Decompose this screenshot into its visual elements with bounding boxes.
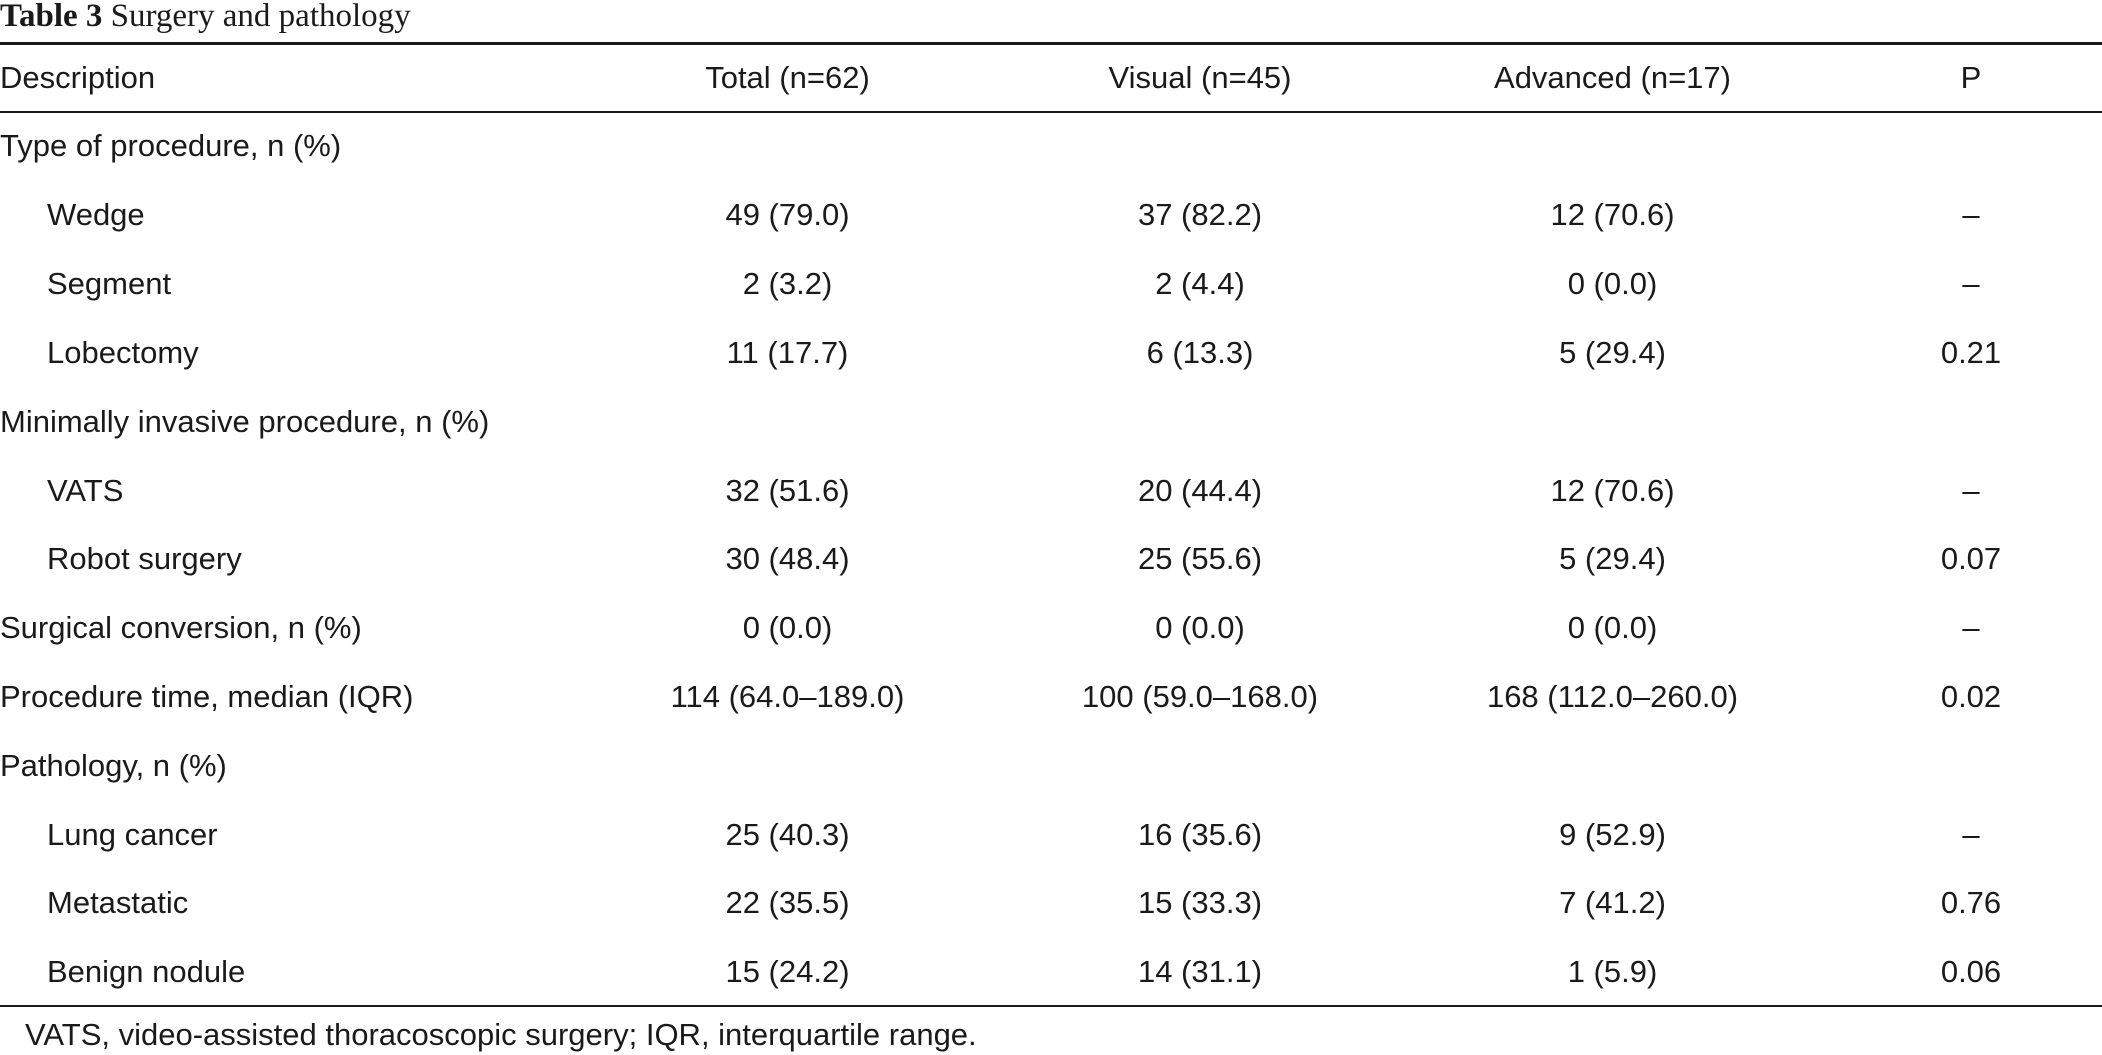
cell-p-value: 0.76	[1940, 885, 2002, 921]
cell-visual: 0 (0.0)	[1155, 610, 1245, 646]
table-row: VATS 32 (51.6) 20 (44.4) 12 (70.6) –	[0, 456, 2102, 525]
table-row: Lobectomy 11 (17.7) 6 (13.3) 5 (29.4) 0.21	[0, 319, 2102, 388]
table-section-row: Procedure time, median (IQR) 114 (64.0–18…	[0, 663, 2102, 732]
cell-total: 11 (17.7)	[726, 334, 849, 370]
cell-visual	[1015, 111, 1385, 181]
cell-description: Wedge	[47, 197, 145, 233]
table-section-row: Type of procedure, n (%)	[0, 111, 2102, 181]
cell-p-value: –	[1962, 472, 1980, 508]
cell-advanced	[1385, 731, 1840, 800]
header-description: Description	[0, 60, 156, 95]
cell-total: 30 (48.4)	[725, 541, 850, 577]
table-row: Lung cancer 25 (40.3) 16 (35.6) 9 (52.9) –	[0, 800, 2102, 869]
cell-advanced: 5 (29.4)	[1559, 334, 1666, 370]
cell-total: 49 (79.0)	[725, 197, 850, 233]
cell-description: Surgical conversion, n (%)	[0, 610, 362, 646]
cell-advanced: 5 (29.4)	[1559, 541, 1666, 577]
cell-total: 114 (64.0–189.0)	[670, 678, 905, 714]
results-table: Description Total (n=62) Visual (n=45) A…	[0, 45, 2102, 1007]
table-footnote: VATS, video-assisted thoracoscopic surge…	[25, 1017, 977, 1052]
cell-description: Lobectomy	[47, 334, 199, 370]
cell-visual: 20 (44.4)	[1137, 472, 1263, 508]
cell-advanced: 0 (0.0)	[1567, 610, 1658, 646]
header-advanced: Advanced (n=17)	[1494, 60, 1731, 95]
cell-visual: 15 (33.3)	[1137, 885, 1263, 921]
table-row: Benign nodule 15 (24.2) 14 (31.1) 1 (5.9) 0.…	[0, 938, 2102, 1007]
cell-description: Lung cancer	[47, 816, 218, 852]
table-section-row: Pathology, n (%)	[0, 731, 2102, 800]
cell-total: 2 (3.2)	[742, 266, 833, 302]
cell-p-value: 0.07	[1940, 541, 2002, 577]
cell-total	[560, 387, 1015, 456]
table-caption-label: Table 3	[0, 0, 103, 34]
cell-total	[560, 111, 1015, 181]
cell-p-value: –	[1962, 610, 1980, 646]
cell-description: Minimally invasive procedure, n (%)	[0, 403, 490, 439]
cell-total: 0 (0.0)	[742, 610, 833, 646]
header-p-value: P	[1960, 60, 1982, 95]
cell-advanced: 1 (5.9)	[1567, 954, 1658, 990]
cell-p-value: –	[1962, 197, 1980, 233]
cell-description: VATS	[47, 472, 124, 508]
cell-description: Type of procedure, n (%)	[0, 128, 342, 163]
header-total: Total (n=62)	[705, 60, 870, 95]
table-row: Wedge 49 (79.0) 37 (82.2) 12 (70.6) –	[0, 181, 2102, 250]
cell-advanced: 12 (70.6)	[1550, 472, 1675, 508]
cell-advanced: 168 (112.0–260.0)	[1486, 678, 1739, 714]
table-caption-text: Surgery and pathology	[110, 0, 411, 34]
cell-visual: 100 (59.0–168.0)	[1081, 678, 1319, 714]
cell-visual: 37 (82.2)	[1137, 197, 1263, 233]
cell-total: 25 (40.3)	[725, 816, 850, 852]
cell-p-value: 0.02	[1940, 678, 2002, 714]
cell-p-value: 0.06	[1940, 954, 2002, 990]
cell-visual: 25 (55.6)	[1137, 541, 1263, 577]
cell-p-value	[1840, 731, 2102, 800]
cell-visual: 14 (31.1)	[1137, 954, 1263, 990]
cell-p-value	[1840, 387, 2102, 456]
cell-visual	[1015, 731, 1385, 800]
cell-visual: 2 (4.4)	[1155, 266, 1245, 302]
cell-p-value: –	[1962, 816, 1980, 852]
table-row: Robot surgery 30 (48.4) 25 (55.6) 5 (29.4) 0…	[0, 525, 2102, 594]
cell-total: 22 (35.5)	[725, 885, 850, 921]
cell-advanced: 0 (0.0)	[1567, 266, 1658, 302]
table-caption: Table 3 Surgery and pathology	[0, 0, 411, 36]
cell-advanced: 7 (41.2)	[1559, 885, 1666, 921]
cell-total: 15 (24.2)	[725, 954, 850, 990]
table-section-row: Surgical conversion, n (%) 0 (0.0) 0 (0.0)…	[0, 594, 2102, 663]
cell-description: Segment	[47, 266, 172, 302]
cell-visual: 16 (35.6)	[1137, 816, 1263, 852]
cell-description: Pathology, n (%)	[0, 747, 227, 783]
cell-advanced: 9 (52.9)	[1559, 816, 1666, 852]
cell-description: Benign nodule	[47, 954, 246, 990]
top-rule	[0, 42, 2102, 45]
cell-visual	[1015, 387, 1385, 456]
cell-advanced	[1385, 111, 1840, 181]
cell-p-value	[1840, 111, 2102, 181]
table-row: Segment 2 (3.2) 2 (4.4) 0 (0.0) –	[0, 250, 2102, 319]
cell-total: 32 (51.6)	[725, 472, 850, 508]
cell-description: Procedure time, median (IQR)	[0, 678, 414, 714]
cell-total	[560, 731, 1015, 800]
bottom-rule	[0, 1005, 2102, 1007]
cell-advanced	[1385, 387, 1840, 456]
header-visual: Visual (n=45)	[1108, 60, 1292, 95]
cell-p-value: –	[1962, 266, 1980, 302]
cell-description: Robot surgery	[47, 541, 242, 577]
header-rule	[0, 111, 2102, 113]
header-row: Description Total (n=62) Visual (n=45) A…	[0, 45, 2102, 111]
cell-p-value: 0.21	[1940, 334, 2002, 370]
table-body: Type of procedure, n (%) Wedge 49 (79.0) 37…	[0, 111, 2102, 1007]
table-section-row: Minimally invasive procedure, n (%)	[0, 387, 2102, 456]
cell-advanced: 12 (70.6)	[1550, 197, 1675, 233]
table-row: Metastatic 22 (35.5) 15 (33.3) 7 (41.2) 0.76	[0, 869, 2102, 938]
cell-description: Metastatic	[47, 885, 189, 921]
cell-visual: 6 (13.3)	[1146, 334, 1254, 370]
